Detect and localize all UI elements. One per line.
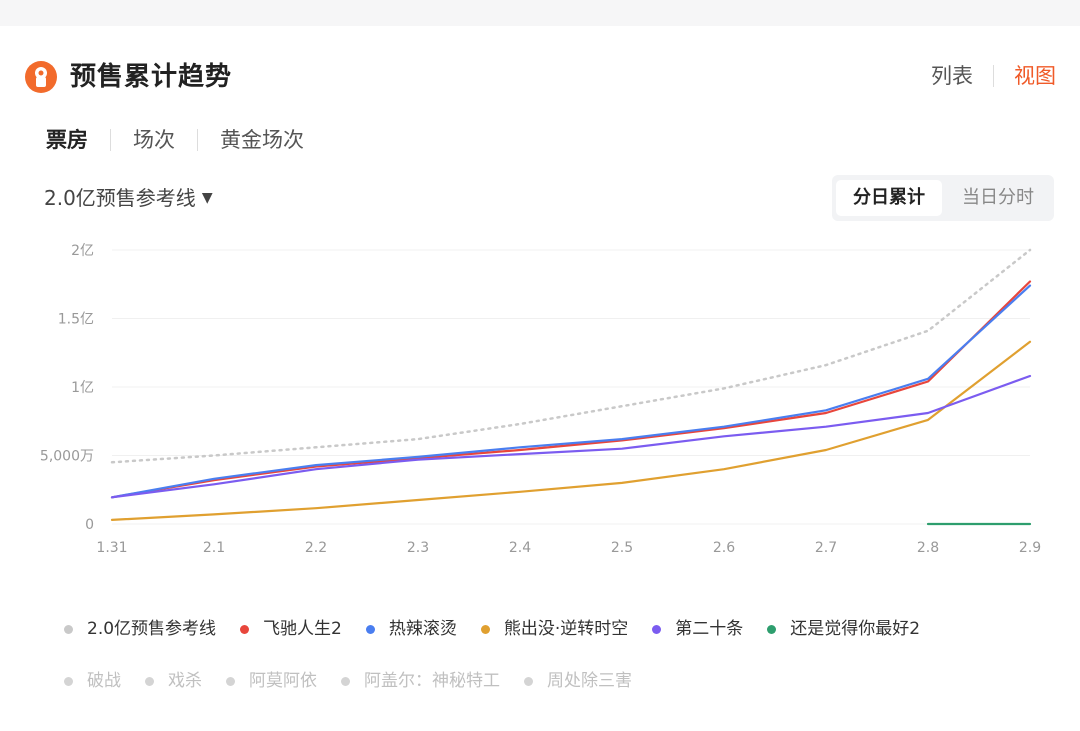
y-tick-label: 2亿 bbox=[71, 243, 94, 259]
tab-box-office[interactable]: 票房 bbox=[46, 128, 88, 152]
legend-item[interactable]: 还是觉得你最好2 bbox=[767, 616, 920, 642]
legend-label: 破战 bbox=[87, 671, 121, 691]
legend-dot bbox=[64, 624, 73, 634]
x-tick-label: 1.31 bbox=[96, 540, 127, 556]
series-lines bbox=[110, 248, 1032, 526]
divider bbox=[110, 129, 111, 151]
reference-line-label: 2.0亿预售参考线 bbox=[44, 186, 196, 210]
caret-down-icon: ▼ bbox=[201, 190, 213, 206]
x-tick-label: 2.9 bbox=[1019, 540, 1041, 556]
legend-item[interactable]: 戏杀 bbox=[145, 668, 202, 694]
series-line-0 bbox=[110, 248, 1032, 464]
legend-item[interactable]: 破战 bbox=[64, 668, 121, 694]
legend-item[interactable]: 周处除三害 bbox=[524, 668, 632, 694]
card-header: 预售累计趋势 列表 视图 bbox=[24, 58, 1056, 98]
daily-cumulative-button[interactable]: 分日累计 bbox=[836, 180, 942, 216]
metric-tabs: 票房 场次 黄金场次 bbox=[46, 124, 304, 156]
x-tick-label: 2.3 bbox=[407, 540, 429, 556]
divider bbox=[197, 129, 198, 151]
legend-item[interactable]: 飞驰人生2 bbox=[240, 616, 342, 642]
legend-item[interactable]: 熊出没·逆转时空 bbox=[480, 616, 629, 642]
x-tick-label: 2.4 bbox=[509, 540, 531, 556]
legend-dot bbox=[145, 676, 154, 686]
tab-prime-screenings[interactable]: 黄金场次 bbox=[220, 128, 304, 152]
legend-label: 阿盖尔：神秘特工 bbox=[364, 671, 500, 691]
legend-label: 第二十条 bbox=[675, 619, 744, 639]
x-tick-label: 2.6 bbox=[713, 540, 735, 556]
series-line-2 bbox=[110, 284, 1032, 499]
intraday-button[interactable]: 当日分时 bbox=[962, 187, 1034, 208]
view-switch: 列表 视图 bbox=[931, 60, 1056, 92]
reference-line-dropdown[interactable]: 2.0亿预售参考线 ▼ bbox=[44, 183, 213, 213]
presale-logo-icon bbox=[25, 61, 57, 93]
page-title: 预售累计趋势 bbox=[70, 62, 233, 92]
legend-item[interactable]: 阿盖尔：神秘特工 bbox=[341, 668, 500, 694]
x-tick-label: 2.1 bbox=[203, 540, 225, 556]
y-tick-label: 1亿 bbox=[71, 380, 94, 396]
legend-dot bbox=[767, 624, 777, 634]
chart-view-button[interactable]: 视图 bbox=[1014, 64, 1056, 88]
y-tick-label: 0 bbox=[85, 517, 94, 533]
y-axis-labels: 0 5,000万 1亿 1.5亿 2亿 bbox=[40, 243, 94, 533]
mode-segmented-control: 分日累计 当日分时 bbox=[832, 175, 1054, 221]
legend-label: 还是觉得你最好2 bbox=[790, 619, 921, 639]
legend-item[interactable]: 2.0亿预售参考线 bbox=[64, 616, 216, 642]
series-line-4 bbox=[110, 374, 1032, 499]
legend-label: 阿莫阿依 bbox=[249, 671, 317, 691]
legend-label: 热辣滚烫 bbox=[388, 619, 457, 639]
legend-dot bbox=[240, 624, 250, 634]
legend-row-1: 2.0亿预售参考线 飞驰人生2 热辣滚烫 熊出没·逆转时空 第二十条 还是觉得你最好2 bbox=[64, 616, 944, 642]
legend-label: 戏杀 bbox=[168, 671, 202, 691]
x-tick-label: 2.5 bbox=[611, 540, 633, 556]
legend-item[interactable]: 热辣滚烫 bbox=[365, 616, 457, 642]
legend-dot bbox=[524, 676, 533, 686]
grid-lines bbox=[112, 249, 1030, 525]
tab-screenings[interactable]: 场次 bbox=[133, 128, 175, 152]
legend-dot bbox=[64, 676, 73, 686]
x-tick-label: 2.8 bbox=[917, 540, 939, 556]
divider bbox=[993, 65, 994, 87]
legend-row-2: 破战 戏杀 阿莫阿依 阿盖尔：神秘特工 周处除三害 bbox=[64, 668, 656, 694]
y-tick-label: 1.5亿 bbox=[58, 312, 94, 328]
x-tick-label: 2.2 bbox=[305, 540, 327, 556]
y-tick-label: 5,000万 bbox=[40, 449, 94, 465]
x-tick-label: 2.7 bbox=[815, 540, 837, 556]
legend-dot bbox=[341, 676, 350, 686]
legend-dot bbox=[365, 624, 375, 634]
list-view-button[interactable]: 列表 bbox=[931, 64, 973, 88]
top-strip bbox=[0, 0, 1080, 26]
legend-label: 周处除三害 bbox=[547, 671, 632, 691]
legend-item[interactable]: 第二十条 bbox=[652, 616, 743, 642]
legend-dot bbox=[652, 624, 662, 634]
legend-label: 2.0亿预售参考线 bbox=[87, 619, 217, 639]
legend-item[interactable]: 阿莫阿依 bbox=[226, 668, 317, 694]
presale-trend-chart: 0 5,000万 1亿 1.5亿 2亿 1.31 2.1 2.2 2.3 2.4 2.5 2.6 2.… bbox=[40, 243, 1041, 556]
legend-dot bbox=[226, 676, 235, 686]
series-line-1 bbox=[110, 280, 1032, 499]
series-line-3 bbox=[110, 340, 1032, 521]
legend-label: 飞驰人生2 bbox=[263, 619, 342, 639]
legend-dot bbox=[480, 624, 490, 634]
legend-label: 熊出没·逆转时空 bbox=[503, 619, 629, 639]
x-axis-labels: 1.31 2.1 2.2 2.3 2.4 2.5 2.6 2.7 2.8 2.9 bbox=[96, 540, 1041, 556]
